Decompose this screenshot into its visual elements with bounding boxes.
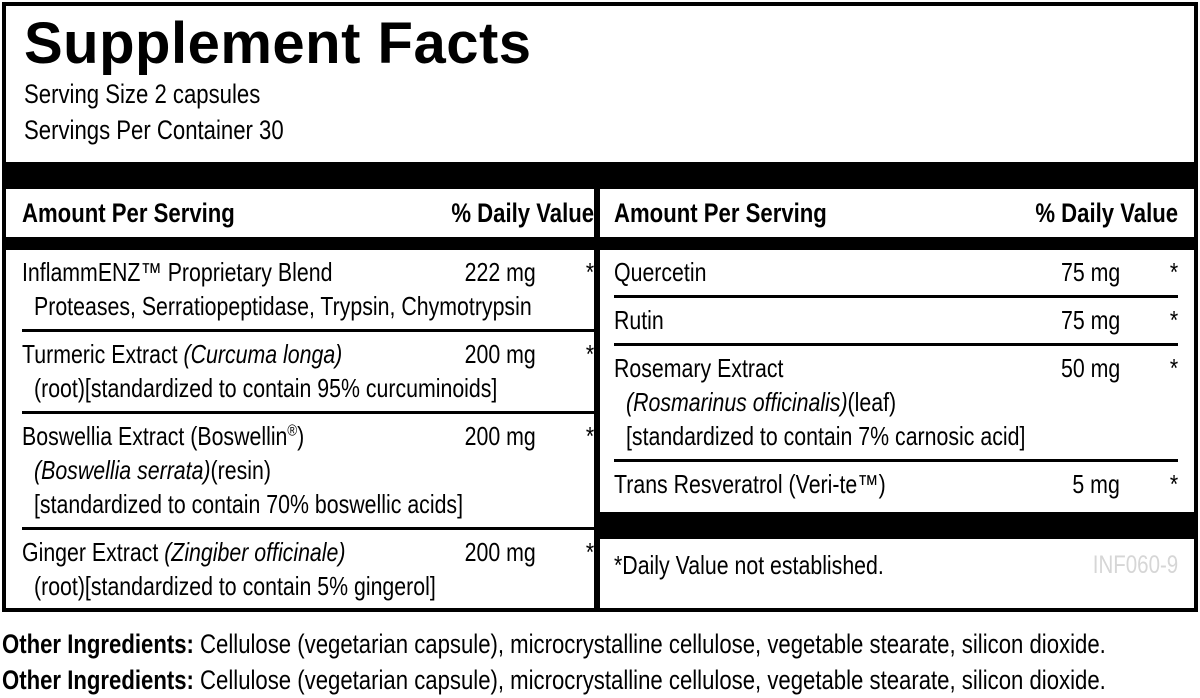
daily-value-asterisk: * (585, 339, 594, 369)
footnote-row: *Daily Value not established. INF060-9 (614, 545, 1178, 582)
daily-value-asterisk: * (585, 421, 594, 451)
ingredient-row: InflammENZ™ Proprietary Blend 222 mg * Prot… (22, 250, 594, 332)
ingredient-name: Trans Resveratrol (Veri-te™) (614, 469, 886, 499)
ingredient-row-main: InflammENZ™ Proprietary Blend 222 mg * (22, 255, 594, 289)
ingredient-sub-line: (Rosmarinus officinalis)(leaf) (626, 387, 897, 417)
ingredient-amount: 50 mg (1060, 353, 1120, 383)
servings-per-container: Servings Per Container 30 (24, 115, 284, 145)
ingredient-row-main: Trans Resveratrol (Veri-te™) 5 mg * (614, 467, 1178, 501)
ingredient-amount: 5 mg (1072, 469, 1120, 499)
product-code: INF060-9 (1092, 551, 1178, 579)
header-amount-per-serving: Amount Per Serving (22, 198, 235, 228)
thick-separator-bar (6, 162, 1194, 189)
other-ingredients-repeat-line-clipped: Other Ingredients: Cellulose (vegetarian… (2, 662, 1198, 698)
ingredient-sub-line: Proteases, Serratiopeptidase, Trypsin, C… (34, 291, 532, 321)
column-rows-0: InflammENZ™ Proprietary Blend 222 mg * Prot… (22, 250, 594, 609)
ingredient-amount: 200 mg (464, 537, 536, 567)
other-ingredients-text: Cellulose (vegetarian capsule), microcry… (193, 665, 1106, 695)
ingredient-name: Rutin (614, 305, 664, 335)
panel-title: Supplement Facts (24, 11, 532, 76)
ingredient-row: Trans Resveratrol (Veri-te™) 5 mg * (614, 462, 1178, 507)
footnote-separator-bar (600, 512, 1194, 539)
daily-value-asterisk: * (1169, 257, 1178, 287)
ingredient-sub-line: [standardized to contain 7% carnosic aci… (626, 421, 1026, 451)
daily-value-asterisk: * (1169, 353, 1178, 383)
daily-value-asterisk: * (585, 537, 594, 567)
ingredient-amount: 75 mg (1060, 305, 1120, 335)
thin-separator-bar (6, 237, 600, 250)
ingredient-amount: 200 mg (464, 421, 536, 451)
ingredient-amount: 200 mg (464, 339, 536, 369)
column-rows-1: Quercetin 75 mg * Rutin 75 mg * Rosemary Extra… (614, 250, 1178, 507)
ingredient-sub-line: (Boswellia serrata)(resin) (34, 455, 271, 485)
ingredient-amount: 222 mg (464, 257, 536, 287)
other-ingredients-label: Other Ingredients: (2, 629, 194, 659)
ingredient-row-main: Rosemary Extract 50 mg * (614, 351, 1178, 385)
ingredient-row-main: Boswellia Extract (Boswellin®) 200 mg * (22, 419, 594, 453)
daily-value-asterisk: * (585, 257, 594, 287)
daily-value-footnote: *Daily Value not established. (614, 550, 884, 580)
ingredient-name: Ginger Extract (Zingiber officinale) (22, 537, 346, 567)
columns-area: Amount Per Serving % Daily Value Inflamm… (6, 189, 1194, 609)
header-daily-value: % Daily Value (1035, 198, 1178, 228)
ingredient-row: Quercetin 75 mg * (614, 250, 1178, 298)
ingredient-row: Rosemary Extract 50 mg * (Rosmarinus offici… (614, 346, 1178, 462)
ingredient-name: Quercetin (614, 257, 707, 287)
header-amount-per-serving: Amount Per Serving (614, 198, 827, 228)
panel-header: Supplement Facts Serving Size 2 capsules… (6, 6, 1194, 148)
ingredient-row-main: Turmeric Extract (Curcuma longa) 200 mg * (22, 337, 594, 371)
ingredient-row: Boswellia Extract (Boswellin®) 200 mg * (Bo… (22, 414, 594, 530)
ingredient-amount: 75 mg (1060, 257, 1120, 287)
ingredient-row-main: Rutin 75 mg * (614, 303, 1178, 337)
other-ingredients-label: Other Ingredients: (2, 665, 194, 695)
other-ingredients-section: Other Ingredients: Cellulose (vegetarian… (0, 616, 1200, 698)
ingredient-name: InflammENZ™ Proprietary Blend (22, 257, 333, 287)
column-left: Amount Per Serving % Daily Value Inflamm… (6, 189, 600, 609)
ingredient-name: Boswellia Extract (Boswellin®) (22, 421, 305, 451)
other-ingredients-line: Other Ingredients: Cellulose (vegetarian… (2, 626, 1198, 662)
ingredient-name: Rosemary Extract (614, 353, 784, 383)
thin-separator-bar (600, 237, 1194, 250)
column-right-header: Amount Per Serving % Daily Value (614, 189, 1178, 237)
column-right: Amount Per Serving % Daily Value Quercet… (600, 189, 1194, 609)
serving-size: Serving Size 2 capsules (24, 79, 261, 109)
supplement-facts-panel: Supplement Facts Serving Size 2 capsules… (2, 2, 1198, 612)
other-ingredients-text: Cellulose (vegetarian capsule), microcry… (193, 629, 1106, 659)
ingredient-row-main: Ginger Extract (Zingiber officinale) 200 … (22, 535, 594, 569)
ingredient-sub-line: [standardized to contain 70% boswellic a… (34, 489, 464, 519)
daily-value-asterisk: * (1169, 305, 1178, 335)
ingredient-row: Rutin 75 mg * (614, 298, 1178, 346)
daily-value-asterisk: * (1169, 469, 1178, 499)
ingredient-name: Turmeric Extract (Curcuma longa) (22, 339, 343, 369)
vertical-divider (594, 189, 600, 609)
ingredient-row: Turmeric Extract (Curcuma longa) 200 mg * (… (22, 332, 594, 414)
header-daily-value: % Daily Value (451, 198, 594, 228)
ingredient-row-main: Quercetin 75 mg * (614, 255, 1178, 289)
column-left-header: Amount Per Serving % Daily Value (22, 189, 594, 237)
ingredient-sub-line: (root)[standardized to contain 95% curcu… (34, 373, 498, 403)
ingredient-sub-line: (root)[standardized to contain 5% ginger… (34, 571, 436, 601)
ingredient-row: Ginger Extract (Zingiber officinale) 200 … (22, 530, 594, 609)
